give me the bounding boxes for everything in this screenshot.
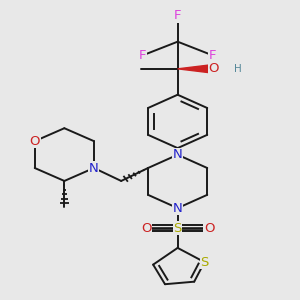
Text: N: N xyxy=(173,202,182,214)
Text: N: N xyxy=(89,161,99,175)
Text: O: O xyxy=(141,221,151,235)
Text: F: F xyxy=(174,9,182,22)
Text: H: H xyxy=(234,64,242,74)
Text: F: F xyxy=(208,49,216,62)
Text: S: S xyxy=(173,221,182,235)
Text: N: N xyxy=(173,148,182,161)
Text: O: O xyxy=(29,135,40,148)
Text: O: O xyxy=(204,221,214,235)
Text: F: F xyxy=(139,49,147,62)
Polygon shape xyxy=(178,64,214,73)
Text: S: S xyxy=(200,256,209,268)
Text: O: O xyxy=(209,62,219,75)
